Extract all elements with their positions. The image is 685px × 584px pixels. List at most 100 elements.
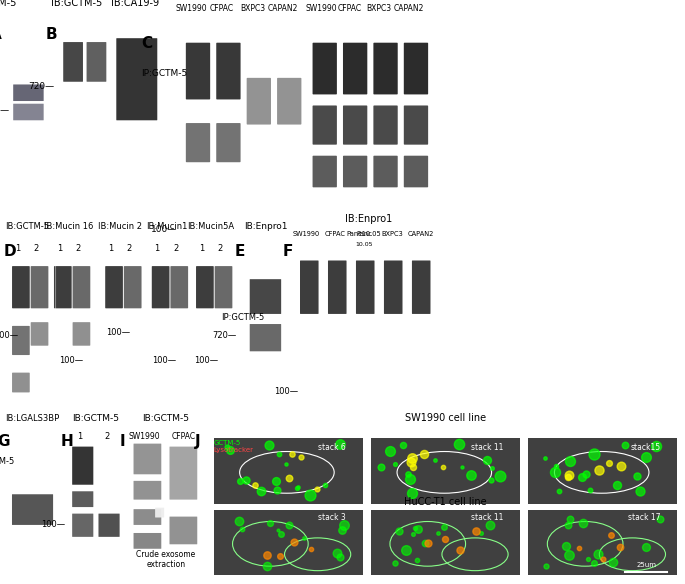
- FancyBboxPatch shape: [328, 260, 347, 314]
- Text: IB:Enpro1: IB:Enpro1: [345, 214, 392, 224]
- FancyBboxPatch shape: [312, 156, 337, 187]
- FancyBboxPatch shape: [250, 324, 281, 352]
- Text: IB:Mucin 2: IB:Mucin 2: [98, 222, 142, 231]
- Text: CFPAC: CFPAC: [172, 432, 196, 441]
- Text: SW1990 cell line: SW1990 cell line: [405, 413, 486, 423]
- Text: 100—: 100—: [195, 356, 219, 364]
- Text: CFPAC: CFPAC: [338, 4, 362, 13]
- Bar: [528, 438, 677, 503]
- Text: Crude exosome
extraction: Crude exosome extraction: [136, 550, 196, 569]
- Text: 2: 2: [104, 432, 110, 441]
- FancyBboxPatch shape: [134, 444, 161, 474]
- FancyBboxPatch shape: [72, 447, 93, 485]
- Text: 2: 2: [34, 244, 38, 253]
- Text: I: I: [119, 434, 125, 449]
- Text: C: C: [141, 36, 152, 51]
- FancyBboxPatch shape: [171, 266, 188, 308]
- Text: IB:Mucin1: IB:Mucin1: [146, 222, 187, 231]
- Text: B: B: [45, 27, 57, 42]
- FancyBboxPatch shape: [12, 373, 29, 392]
- Text: GCTM-5: GCTM-5: [214, 440, 241, 446]
- Text: CFPAC: CFPAC: [210, 4, 234, 13]
- Text: IP:GCTM-5: IP:GCTM-5: [141, 69, 187, 78]
- FancyBboxPatch shape: [13, 104, 44, 120]
- FancyBboxPatch shape: [134, 509, 161, 525]
- Text: Panc10.05: Panc10.05: [347, 231, 381, 237]
- Text: SW1990: SW1990: [305, 4, 337, 13]
- FancyBboxPatch shape: [31, 322, 49, 346]
- Text: SW1990: SW1990: [176, 4, 208, 13]
- Text: stack 11: stack 11: [471, 443, 503, 451]
- Text: 1: 1: [15, 244, 20, 253]
- Text: stack 17: stack 17: [628, 513, 661, 522]
- Text: 720—: 720—: [29, 82, 55, 92]
- FancyBboxPatch shape: [134, 533, 161, 549]
- FancyBboxPatch shape: [214, 266, 232, 308]
- FancyBboxPatch shape: [99, 513, 120, 537]
- FancyBboxPatch shape: [31, 266, 49, 308]
- Text: 100—: 100—: [151, 225, 177, 234]
- Text: 100—: 100—: [60, 356, 84, 364]
- Text: stack 3: stack 3: [319, 513, 346, 522]
- FancyBboxPatch shape: [12, 494, 53, 525]
- FancyBboxPatch shape: [186, 43, 210, 99]
- Text: 100—: 100—: [106, 328, 130, 336]
- FancyBboxPatch shape: [73, 322, 90, 346]
- Text: CFPAC: CFPAC: [325, 231, 345, 237]
- Bar: [528, 510, 677, 575]
- FancyBboxPatch shape: [412, 260, 430, 314]
- Text: 2: 2: [75, 244, 81, 253]
- FancyBboxPatch shape: [343, 106, 367, 145]
- FancyBboxPatch shape: [247, 78, 271, 124]
- FancyBboxPatch shape: [373, 156, 398, 187]
- FancyBboxPatch shape: [384, 260, 403, 314]
- FancyBboxPatch shape: [186, 123, 210, 162]
- Text: Panc: Panc: [356, 231, 372, 237]
- Text: 1: 1: [155, 244, 160, 253]
- Text: CAPAN2: CAPAN2: [393, 4, 423, 13]
- Text: J: J: [195, 434, 201, 449]
- Text: IB:CA19-9: IB:CA19-9: [110, 0, 159, 8]
- Text: SW1990: SW1990: [129, 432, 160, 441]
- Text: 100—: 100—: [41, 520, 65, 529]
- Text: 100—: 100—: [153, 356, 177, 364]
- FancyBboxPatch shape: [116, 38, 158, 120]
- FancyBboxPatch shape: [105, 266, 123, 308]
- FancyBboxPatch shape: [277, 78, 301, 124]
- FancyBboxPatch shape: [169, 447, 197, 500]
- Text: 2: 2: [173, 244, 178, 253]
- Text: BXPC3: BXPC3: [382, 231, 403, 237]
- FancyBboxPatch shape: [12, 266, 29, 308]
- Text: stack 11: stack 11: [471, 513, 503, 522]
- Text: stack 6: stack 6: [319, 443, 346, 451]
- FancyBboxPatch shape: [54, 266, 72, 308]
- Text: IB:Mucin 16: IB:Mucin 16: [44, 222, 93, 231]
- Text: BXPC3: BXPC3: [366, 4, 392, 13]
- FancyBboxPatch shape: [403, 43, 428, 95]
- Text: D: D: [3, 244, 16, 259]
- Text: IP:GCTM-5: IP:GCTM-5: [221, 312, 264, 322]
- Text: IP:GCTM-5: IP:GCTM-5: [0, 457, 14, 467]
- Text: 25um: 25um: [636, 562, 656, 568]
- FancyBboxPatch shape: [373, 43, 398, 95]
- Text: G: G: [0, 434, 10, 449]
- Text: IB: GCTM-5: IB: GCTM-5: [0, 0, 16, 8]
- FancyBboxPatch shape: [216, 123, 240, 162]
- Text: 100—: 100—: [0, 331, 18, 340]
- FancyBboxPatch shape: [312, 106, 337, 145]
- FancyBboxPatch shape: [356, 260, 375, 314]
- FancyBboxPatch shape: [300, 260, 319, 314]
- FancyBboxPatch shape: [73, 266, 90, 308]
- Text: 1: 1: [57, 244, 62, 253]
- Text: H: H: [60, 434, 73, 449]
- Bar: [214, 510, 362, 575]
- Text: SW1990: SW1990: [292, 231, 320, 237]
- Text: BXPC3: BXPC3: [240, 4, 265, 13]
- Bar: [371, 438, 520, 503]
- Text: 1: 1: [108, 244, 113, 253]
- Bar: [371, 510, 520, 575]
- FancyBboxPatch shape: [12, 326, 29, 355]
- Text: E: E: [234, 244, 245, 259]
- FancyBboxPatch shape: [13, 85, 44, 101]
- FancyBboxPatch shape: [373, 106, 398, 145]
